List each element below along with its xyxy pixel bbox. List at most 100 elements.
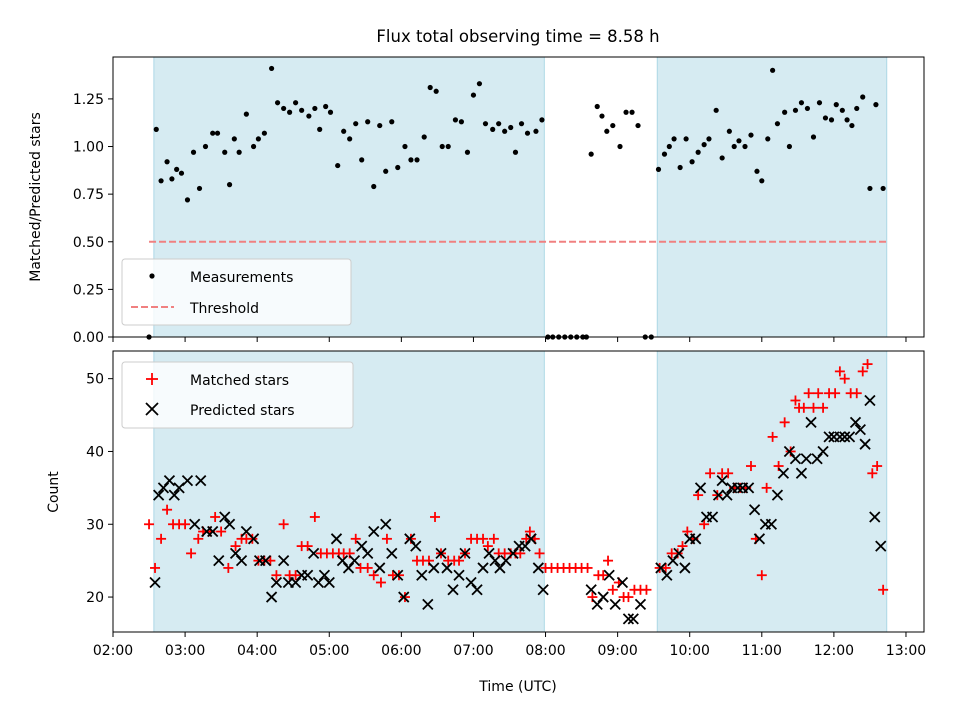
matched-star-point — [534, 548, 545, 559]
predicted-star-point — [694, 482, 707, 494]
measurement-point — [804, 105, 811, 112]
measurement-point — [683, 136, 689, 142]
predicted-star-point — [616, 576, 629, 589]
predicted-star-point — [207, 525, 219, 538]
predicted-star-point — [627, 613, 639, 625]
matched-star-point — [216, 526, 227, 537]
matched-star-point — [290, 570, 301, 581]
y-tick-label: 1.25 — [73, 92, 104, 108]
measurement-point — [421, 134, 427, 140]
matched-star-point — [607, 584, 618, 595]
predicted-star-point — [817, 445, 829, 458]
measurement-point — [341, 128, 347, 134]
x-tick-label: 07:00 — [453, 643, 493, 659]
predicted-star-point — [489, 555, 501, 567]
predicted-star-point — [525, 533, 537, 545]
measurement-point — [268, 65, 275, 72]
measurement-point — [736, 138, 742, 144]
measurement-point — [839, 107, 845, 113]
matched-star-point — [193, 533, 204, 544]
measurement-point — [169, 176, 175, 182]
measurement-point — [770, 67, 776, 73]
predicted-star-point — [265, 591, 278, 603]
measurement-point — [496, 121, 502, 127]
shaded-observing-window — [656, 350, 888, 633]
matched-star-point — [699, 519, 710, 530]
measurement-point — [383, 168, 389, 174]
measurement-point — [164, 159, 170, 165]
predicted-star-point — [362, 547, 374, 560]
predicted-star-point — [330, 533, 343, 545]
measurement-point — [153, 126, 159, 132]
x-tick-label: 09:00 — [597, 643, 637, 659]
matched-star-point — [150, 562, 161, 573]
measurement-point — [323, 103, 329, 110]
y-tick-label: 0.75 — [73, 187, 104, 203]
matched-star-point — [521, 533, 532, 544]
predicted-star-point — [706, 511, 719, 523]
measurement-point — [810, 134, 817, 140]
matched-star-point — [381, 533, 392, 544]
predicted-star-point — [805, 416, 817, 428]
measurement-point — [202, 143, 209, 150]
predicted-star-point — [259, 555, 272, 567]
measurement-point — [255, 136, 262, 142]
measurement-point — [533, 128, 539, 134]
matched-star-point — [524, 526, 535, 537]
predicted-star-point — [307, 547, 320, 560]
measurement-point — [359, 157, 365, 163]
x-tick-label: 11:00 — [742, 643, 782, 659]
measurement-point — [377, 122, 383, 129]
predicted-star-point — [655, 562, 667, 574]
matched-star-point — [430, 511, 441, 522]
predicted-star-point — [843, 431, 856, 443]
predicted-star-point — [416, 569, 428, 581]
matched-star-point — [867, 468, 878, 479]
measurement-point — [689, 159, 695, 165]
x-tick-label: 06:00 — [381, 643, 421, 659]
matched-star-point — [803, 388, 814, 399]
x-tick-label: 08:00 — [525, 643, 565, 659]
measurement-point — [226, 182, 233, 188]
predicted-star-point — [721, 489, 733, 501]
matched-star-point — [693, 490, 704, 501]
predicted-star-point — [849, 416, 862, 428]
counts-axes-frame — [112, 350, 925, 633]
measurement-point — [524, 130, 531, 136]
measurement-point — [701, 142, 707, 148]
predicted-star-point — [348, 555, 361, 567]
measurement-point — [452, 117, 459, 123]
predicted-star-point — [195, 474, 207, 487]
measurement-point — [748, 132, 754, 138]
predicted-star-point — [441, 562, 453, 574]
predicted-star-point — [398, 591, 410, 603]
measurement-point — [816, 100, 823, 106]
measurement-point — [458, 119, 465, 125]
measurement-point — [371, 183, 377, 190]
measurement-point — [588, 151, 594, 157]
measurement-point — [287, 109, 293, 115]
measurement-point — [822, 115, 829, 121]
predicted-star-point — [181, 474, 194, 487]
measurement-point — [706, 136, 712, 142]
matched-star-point — [271, 570, 282, 581]
measurement-point — [365, 119, 371, 125]
predicted-star-point — [507, 547, 519, 560]
measurement-point — [293, 100, 299, 106]
measurement-point — [502, 128, 508, 134]
measurement-point — [250, 143, 257, 150]
measurement-point — [617, 143, 623, 150]
predicted-star-point — [374, 562, 386, 574]
matched-star-point — [368, 570, 379, 581]
measurement-point — [476, 81, 483, 87]
predicted-star-point — [753, 533, 766, 545]
predicted-star-point — [532, 562, 544, 574]
predicted-star-point — [834, 431, 846, 443]
x-tick-label: 10:00 — [670, 643, 710, 659]
measurement-point — [464, 149, 471, 155]
matched-star-point — [603, 555, 614, 566]
measurement-point — [623, 109, 629, 115]
measurement-point — [782, 109, 788, 115]
measurement-point — [470, 92, 477, 98]
measurement-point — [306, 113, 312, 119]
